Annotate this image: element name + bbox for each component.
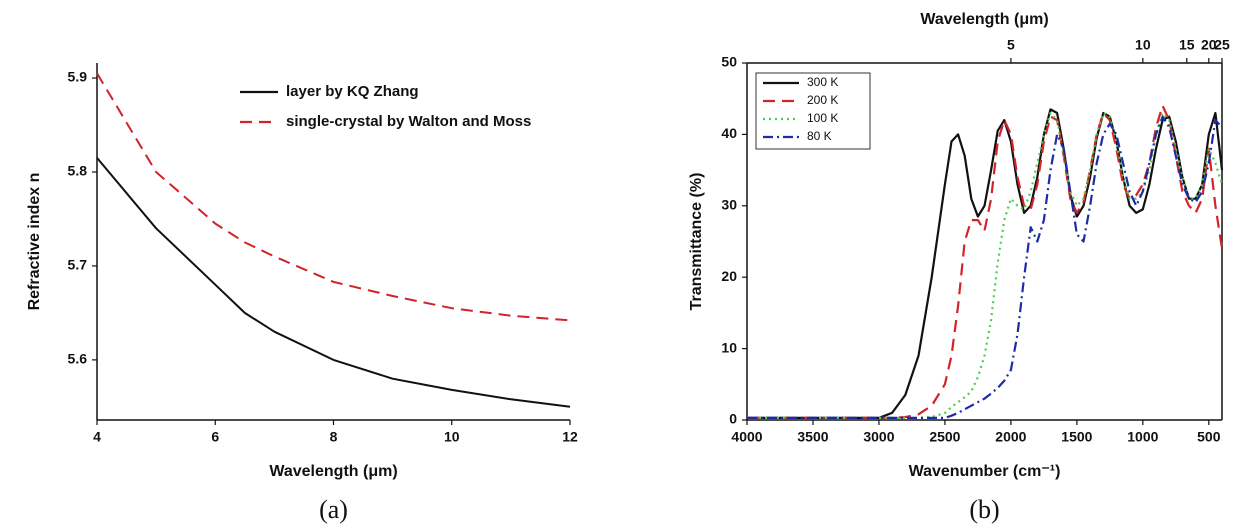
legend-label: single-crystal by Walton and Moss [286, 113, 531, 130]
x-tick-label: 3000 [863, 429, 894, 445]
y-tick-label: 30 [721, 197, 737, 213]
series-line [96, 72, 571, 322]
x-tick-label: 4 [93, 429, 101, 445]
x-tick-label: 1500 [1061, 429, 1092, 445]
y-tick-label: 40 [721, 125, 737, 141]
x-axis-label: Wavenumber (cm⁻¹) [909, 463, 1061, 480]
x-tick-label: 10 [444, 429, 460, 445]
legend-label: 100 K [807, 111, 838, 125]
x2-tick-label: 25 [1214, 37, 1230, 53]
legend-frame [755, 72, 871, 150]
y-tick-label: 20 [721, 268, 737, 284]
x-tick-label: 4000 [731, 429, 762, 445]
series-line [747, 115, 1223, 419]
legend: layer by KQ Zhang single-crystal by Walto… [240, 83, 531, 130]
y-axis-label: Transmittance (%) [688, 173, 705, 311]
y-tick-label: 0 [729, 411, 737, 427]
x-tick-label: 6 [211, 429, 219, 445]
y-tick-label: 5.8 [68, 163, 88, 179]
series-line [747, 104, 1224, 419]
caption: (b) [969, 495, 999, 524]
x-tick-label: 1000 [1127, 429, 1158, 445]
x-tick-label: 2500 [929, 429, 960, 445]
x-axis-label: Wavelength (μm) [269, 463, 397, 480]
x2-tick-label: 20 [1201, 37, 1217, 53]
x2-axis-label: Wavelength (μm) [920, 11, 1048, 28]
x-tick-label: 3500 [797, 429, 828, 445]
legend-label: 80 K [807, 129, 832, 143]
caption: (a) [319, 495, 348, 524]
y-tick-label: 10 [721, 339, 737, 355]
legend-label: layer by KQ Zhang [286, 83, 419, 100]
x-tick-label: 8 [330, 429, 338, 445]
x-tick-label: 2000 [995, 429, 1026, 445]
x-tick-label: 12 [562, 429, 578, 445]
y-tick-label: 5.7 [68, 257, 88, 273]
y-tick-label: 5.9 [68, 69, 88, 85]
x2-tick-label: 15 [1179, 37, 1195, 53]
x-tick-label: 500 [1197, 429, 1221, 445]
x2-tick-label: 10 [1135, 37, 1151, 53]
series-line [747, 108, 1224, 419]
x2-tick-label: 5 [1007, 37, 1015, 53]
legend: 300 K 200 K 100 K 80 K [755, 72, 871, 150]
y-tick-label: 5.6 [68, 351, 88, 367]
y-axis-label: Refractive index n [26, 173, 43, 311]
series-line [96, 157, 571, 408]
legend-label: 200 K [807, 93, 838, 107]
legend-label: 300 K [807, 75, 838, 89]
y-tick-label: 50 [721, 54, 737, 70]
